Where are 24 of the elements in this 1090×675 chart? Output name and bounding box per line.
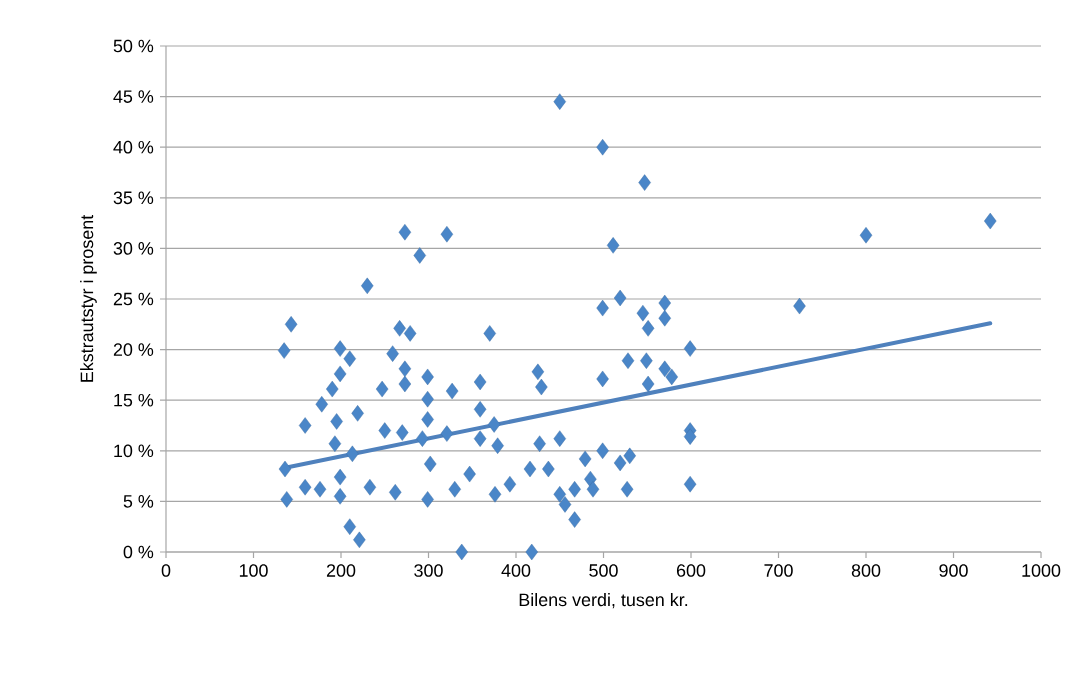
y-tick-label: 50 % bbox=[113, 39, 154, 53]
y-tick-label: 15 % bbox=[114, 393, 154, 407]
y-tick-label: 45 % bbox=[113, 90, 154, 103]
y-tick-label: 20 % bbox=[113, 343, 154, 356]
x-axis-title: Bilens verdi, tusen kr. bbox=[519, 593, 688, 609]
y-tick-label: 35 % bbox=[113, 191, 154, 205]
x-tick-label: 600 bbox=[676, 564, 706, 577]
y-tick-label: 0 % bbox=[123, 545, 154, 559]
x-tick-label: 1000 bbox=[1022, 564, 1061, 577]
x-tick-label: 700 bbox=[764, 564, 793, 577]
y-tick-label: 10 % bbox=[114, 444, 154, 458]
x-tick-label: 300 bbox=[414, 564, 443, 577]
x-tick-label: 500 bbox=[589, 564, 618, 577]
x-tick-label: 200 bbox=[326, 564, 356, 577]
x-tick-label: 800 bbox=[851, 564, 881, 577]
x-tick-label: 100 bbox=[239, 564, 268, 577]
x-tick-label: 400 bbox=[501, 564, 531, 577]
x-tick-label: 900 bbox=[939, 564, 968, 577]
y-tick-label: 30 % bbox=[113, 242, 154, 255]
y-tick-label: 40 % bbox=[113, 140, 154, 154]
x-tick-label: 0 bbox=[161, 564, 171, 577]
y-tick-label: 25 % bbox=[113, 292, 154, 306]
y-tick-label: 5 % bbox=[123, 495, 154, 508]
y-axis-title: Ekstrautstyr i prosent bbox=[80, 214, 97, 382]
